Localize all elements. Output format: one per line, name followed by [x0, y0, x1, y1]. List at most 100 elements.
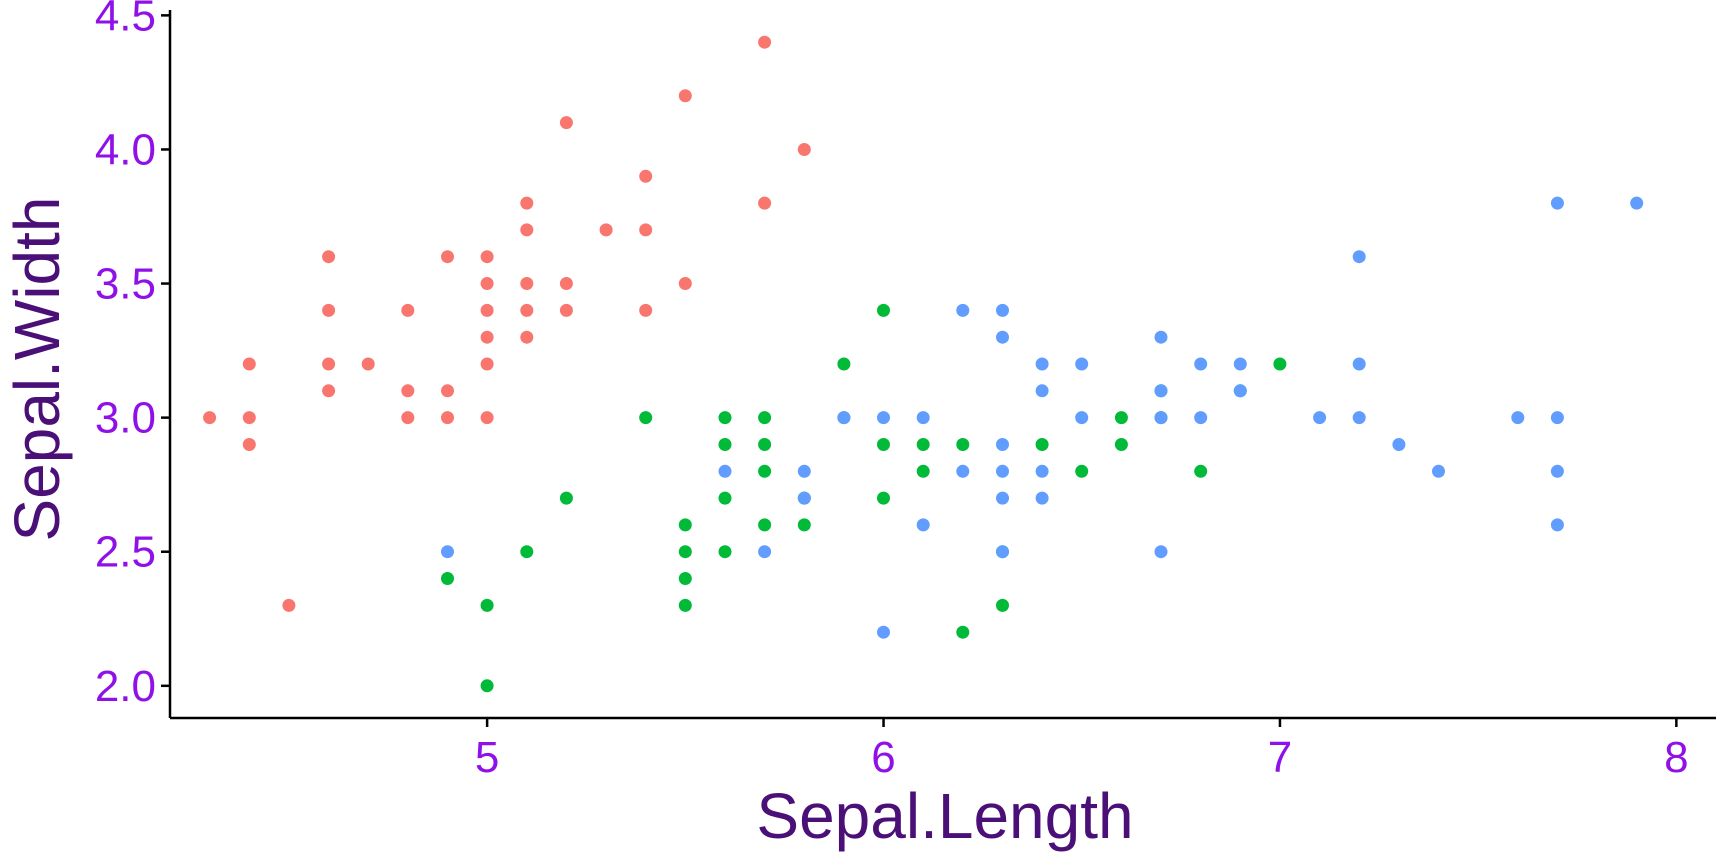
data-point [242, 438, 256, 451]
y-tick-label: 4.0 [95, 125, 156, 174]
data-point [678, 545, 692, 559]
data-point [996, 464, 1009, 478]
data-point [441, 384, 454, 398]
data-point [480, 330, 494, 344]
data-point [361, 357, 375, 371]
data-point [441, 572, 454, 585]
data-point [877, 438, 890, 451]
data-point [322, 250, 336, 264]
data-point [678, 598, 692, 612]
data-point [441, 411, 454, 425]
data-point [520, 545, 534, 559]
x-axis-title: Sepal.Length [756, 780, 1133, 852]
data-point [1352, 357, 1366, 371]
data-point [678, 277, 692, 290]
data-point [639, 223, 653, 237]
data-point [599, 223, 613, 237]
y-tick-label: 3.5 [95, 260, 156, 309]
data-point [758, 545, 772, 559]
data-point [678, 518, 692, 532]
data-point [441, 545, 454, 559]
data-point [520, 277, 534, 290]
y-axis-title: Sepal.Width [1, 196, 73, 541]
y-tick-label: 2.5 [95, 528, 156, 577]
data-point [1154, 411, 1168, 425]
data-point [877, 491, 890, 505]
points-layer [203, 35, 1644, 693]
data-point [1432, 464, 1445, 478]
data-point [1392, 438, 1406, 451]
data-point [678, 89, 692, 103]
data-point [996, 303, 1009, 317]
data-point [1352, 411, 1366, 425]
data-point [520, 196, 534, 210]
data-point [956, 464, 970, 478]
data-point [1114, 438, 1128, 451]
data-point [1075, 464, 1089, 478]
data-point [956, 438, 970, 451]
data-point [1313, 411, 1327, 425]
data-point [758, 411, 772, 425]
data-point [401, 303, 415, 317]
x-tick-label: 6 [871, 733, 895, 782]
data-point [916, 411, 930, 425]
data-point [1035, 464, 1049, 478]
data-point [1550, 196, 1564, 210]
data-point [1075, 357, 1089, 371]
data-point [797, 464, 811, 478]
data-point [916, 518, 930, 532]
data-point [480, 250, 494, 264]
data-point [956, 625, 970, 639]
data-point [480, 598, 494, 612]
data-point [1550, 411, 1564, 425]
data-point [1154, 384, 1168, 398]
data-point [797, 143, 811, 156]
data-point [1352, 250, 1366, 264]
data-point [718, 438, 732, 451]
data-point [322, 303, 336, 317]
data-point [1194, 411, 1208, 425]
data-point [520, 303, 534, 317]
data-point [401, 384, 415, 398]
data-point [639, 169, 653, 183]
data-point [322, 357, 336, 371]
data-point [559, 303, 573, 317]
data-point [877, 411, 890, 425]
data-point [758, 35, 772, 49]
data-point [718, 545, 732, 559]
data-point [996, 438, 1009, 451]
data-point [1511, 411, 1525, 425]
data-point [837, 357, 851, 371]
data-point [877, 303, 890, 317]
data-point [996, 598, 1009, 612]
data-point [797, 518, 811, 532]
data-point [758, 518, 772, 532]
data-point [559, 277, 573, 290]
data-point [1630, 196, 1644, 210]
data-point [996, 545, 1009, 559]
x-tick-label: 8 [1664, 733, 1688, 782]
y-tick-label: 2.0 [95, 662, 156, 711]
data-point [1194, 357, 1208, 371]
x-tick-label: 5 [475, 733, 499, 782]
data-point [916, 464, 930, 478]
data-point [1035, 491, 1049, 505]
data-point [639, 411, 653, 425]
data-point [1035, 384, 1049, 398]
data-point [242, 411, 256, 425]
data-point [916, 438, 930, 451]
data-point [480, 679, 494, 693]
data-point [837, 411, 851, 425]
data-point [1233, 357, 1247, 371]
data-point [1154, 330, 1168, 344]
data-point [797, 491, 811, 505]
data-point [1233, 384, 1247, 398]
data-point [1075, 411, 1089, 425]
x-tick-label: 7 [1268, 733, 1292, 782]
data-point [242, 357, 256, 371]
data-point [480, 303, 494, 317]
data-point [718, 491, 732, 505]
data-point [282, 598, 296, 612]
data-point [480, 277, 494, 290]
